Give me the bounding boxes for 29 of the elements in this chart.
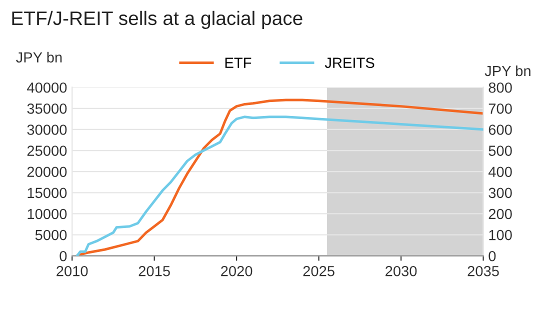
x-tick-label: 2020 (221, 266, 252, 276)
y2-tick-label: 400 (488, 166, 512, 178)
y2-tick-label: 0 (488, 250, 496, 262)
chart-title: ETF/J-REIT sells at a glacial pace (12, 10, 302, 29)
y-axis-title: JPY bn (16, 52, 62, 63)
y2-tick-label: 800 (488, 82, 512, 93)
y2-tick-label: 700 (488, 104, 512, 114)
y2-tick-label: 600 (488, 124, 512, 135)
y-tick-label: 20000 (27, 166, 67, 178)
y-tick-label: 35000 (27, 104, 67, 114)
y2-tick-label: 500 (488, 146, 512, 156)
y-tick-label: 10000 (28, 208, 67, 220)
y-tick-label: 0 (60, 250, 67, 262)
legend-label: ETF (225, 58, 252, 68)
x-tick-label: 2010 (56, 266, 88, 276)
x-tick-label: 2015 (138, 266, 170, 276)
y-tick-label: 40000 (27, 82, 67, 93)
y2-tick-label: 100 (489, 230, 512, 240)
x-tick-label: 2025 (303, 266, 334, 276)
legend-label: JREITS (324, 58, 374, 68)
x-tick-label: 2030 (386, 266, 417, 276)
x-tick-label: 2035 (468, 266, 499, 276)
y-tick-label: 25000 (27, 146, 67, 156)
y2-axis-title: JPY bn (484, 65, 530, 76)
y2-tick-label: 300 (488, 188, 512, 198)
y2-tick-label: 200 (488, 208, 512, 220)
y-tick-label: 30000 (27, 124, 67, 135)
y-tick-label: 15000 (28, 188, 67, 198)
y-tick-label: 5000 (35, 230, 67, 240)
